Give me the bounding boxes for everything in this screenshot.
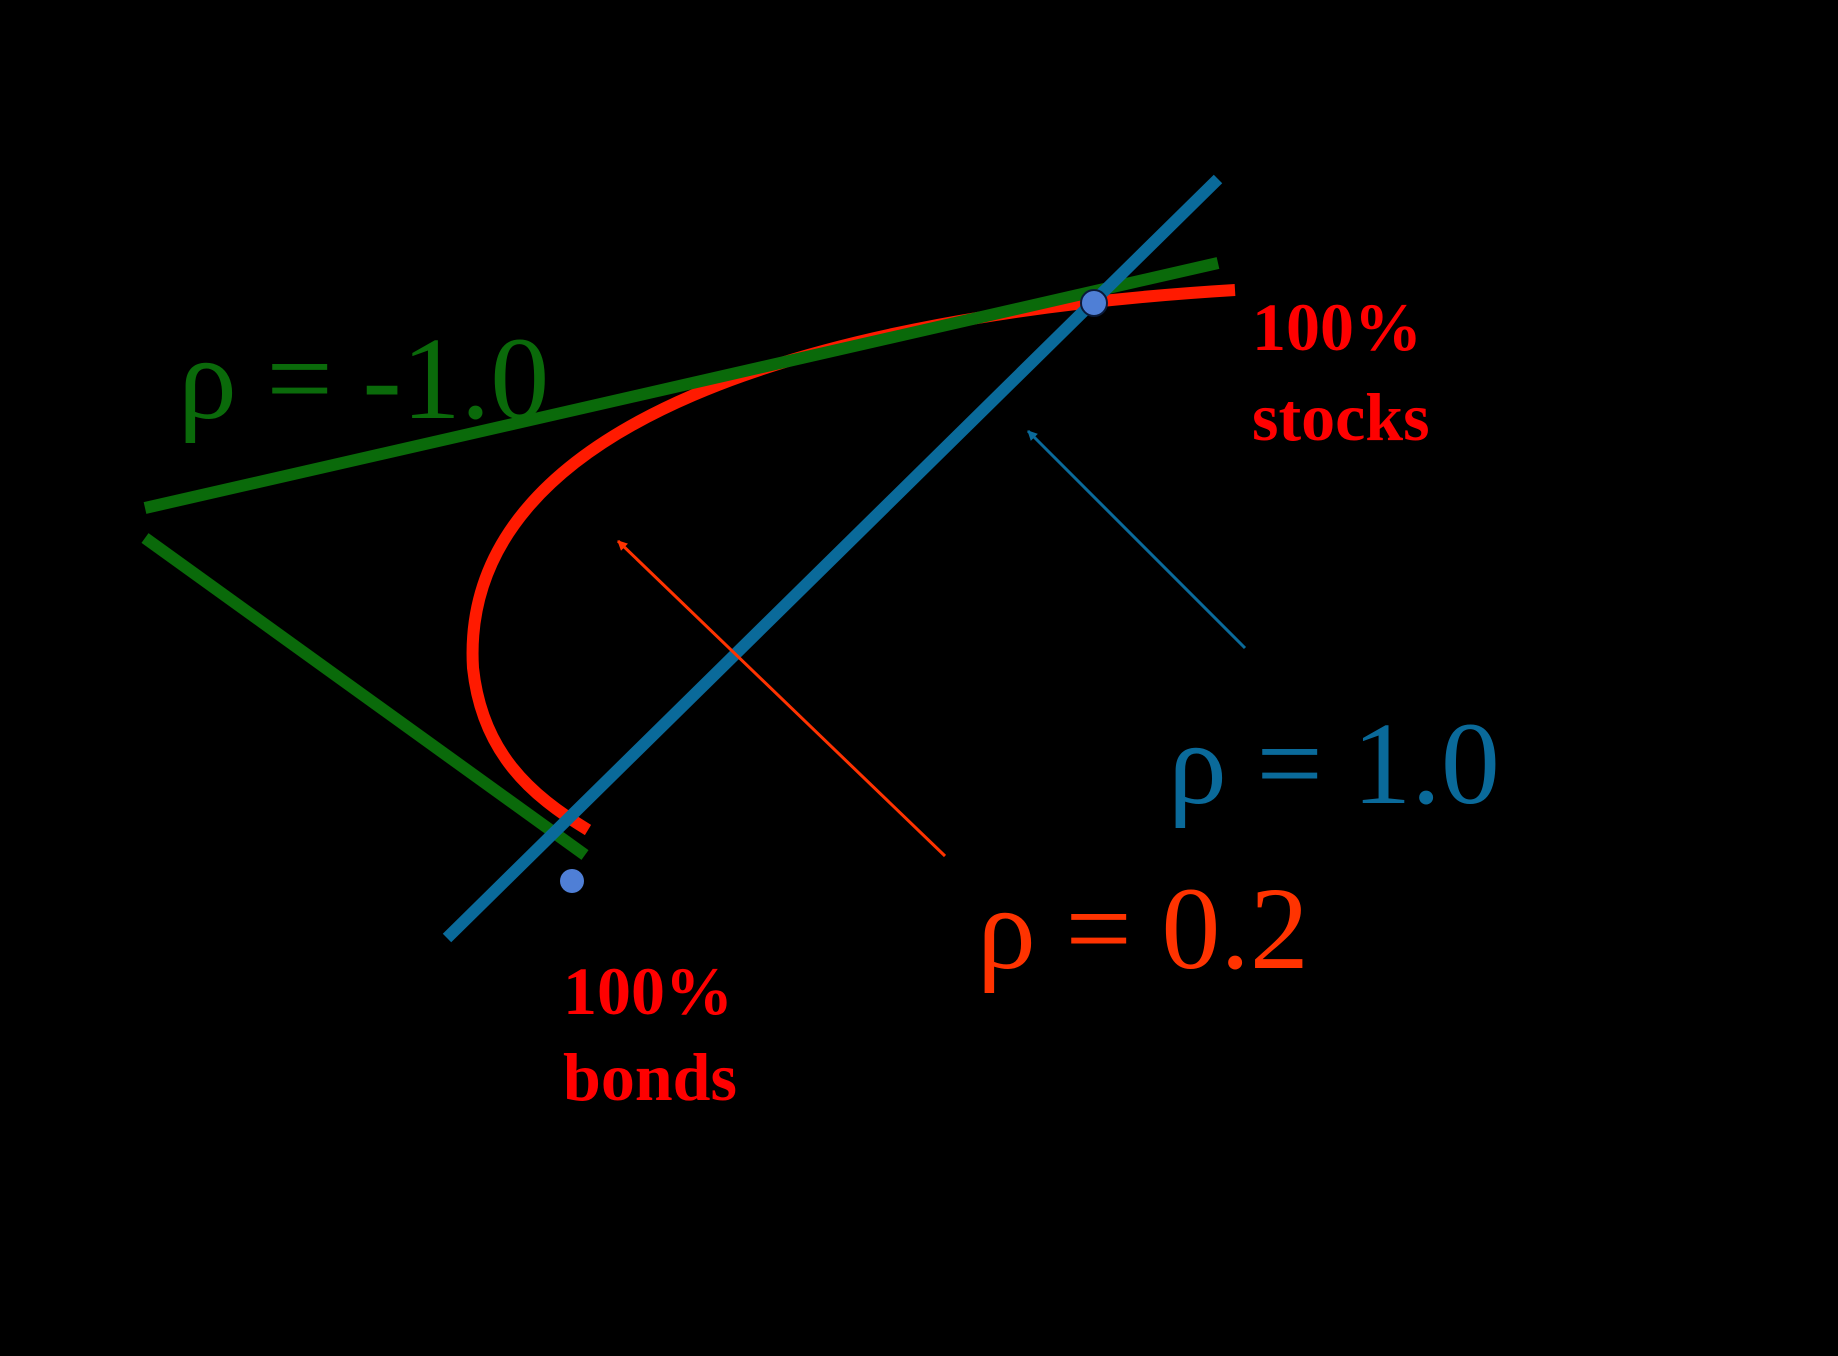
bonds-label-name: bonds — [563, 1039, 737, 1115]
rho-pos1-annotation-arrow — [1026, 429, 1247, 650]
rho-neg1-lower-line — [141, 533, 589, 860]
bonds-label-percent: 100% — [563, 953, 733, 1029]
rho-neg1-label: ρ = -1.0 — [178, 313, 549, 444]
stocks-endpoint-marker — [1080, 289, 1108, 317]
rho-neg1-upper-line — [143, 257, 1220, 514]
rho-0.2-annotation-arrow — [616, 539, 947, 858]
rho-pos1-label: ρ = 1.0 — [1168, 698, 1500, 829]
stocks-label-percent: 100% — [1252, 289, 1422, 365]
stocks-label-name: stocks — [1252, 379, 1430, 455]
rho-0.2-label: ρ = 0.2 — [977, 863, 1309, 994]
bonds-endpoint-marker — [560, 869, 584, 893]
rho-0.2-curve — [466, 284, 1236, 836]
